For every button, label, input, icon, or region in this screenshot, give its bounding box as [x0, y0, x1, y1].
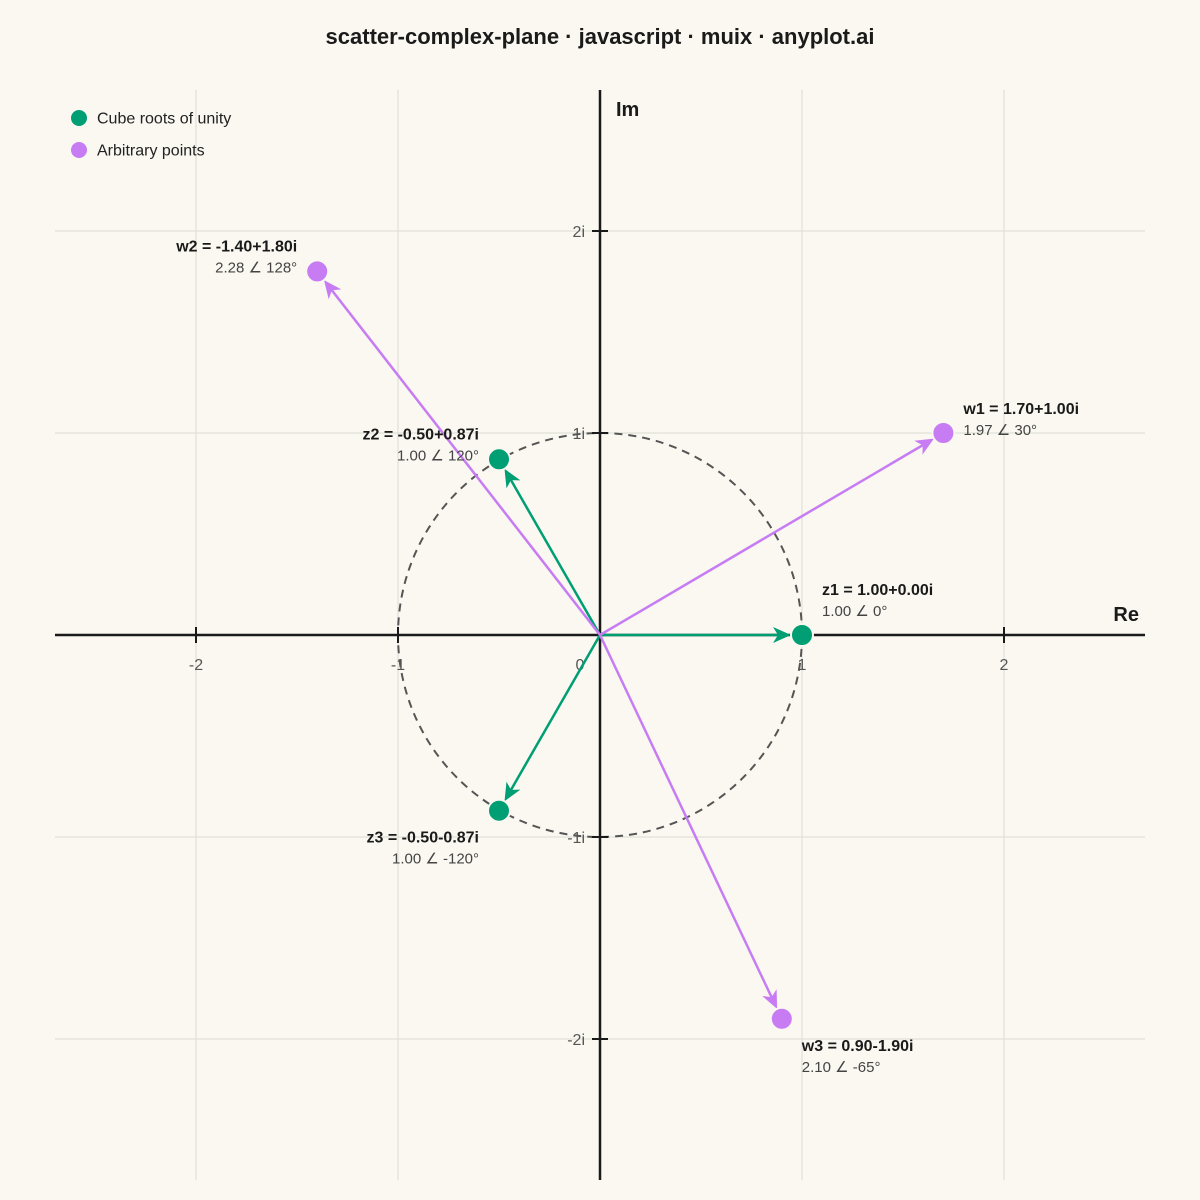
data-point — [487, 798, 511, 823]
legend-marker — [71, 110, 87, 126]
data-point — [305, 259, 330, 284]
vector-arrowhead — [762, 989, 778, 1009]
chart-title: scatter-complex-plane · javascript · mui… — [326, 24, 875, 49]
legend-marker — [71, 142, 87, 158]
vector-arrowhead — [773, 627, 791, 643]
x-tick-label: 1 — [798, 657, 807, 674]
point-labels: z1 = 1.00+0.00i 1.00 ∠ 0° z2 = -0.50+0.87i… — [175, 238, 1079, 1075]
y-tick-label: 1i — [573, 426, 585, 443]
point-label: w2 = -1.40+1.80i — [175, 238, 297, 255]
x-tick-label: 0 — [576, 657, 585, 674]
point-polar: 2.10 ∠ -65° — [802, 1059, 881, 1076]
point-label: w3 = 0.90-1.90i — [801, 1038, 914, 1055]
x-tick-label: -1 — [391, 657, 405, 674]
legend: Cube roots of unity Arbitrary points — [71, 110, 231, 160]
data-point — [487, 447, 511, 472]
vector-line — [326, 284, 601, 636]
vector-line — [599, 440, 930, 637]
y-tick-label: -1i — [567, 830, 585, 847]
point-label: w1 = 1.70+1.00i — [962, 401, 1079, 418]
legend-label: Arbitrary points — [97, 143, 205, 160]
data-point — [769, 1006, 794, 1031]
vector-line — [506, 634, 602, 797]
point-polar: 1.00 ∠ 0° — [822, 603, 887, 620]
point-polar: 1.97 ∠ 30° — [963, 422, 1037, 439]
data-point — [790, 623, 814, 647]
point-polar: 1.00 ∠ -120° — [392, 851, 479, 868]
point-polar: 1.00 ∠ 120° — [397, 447, 479, 464]
y-tick-label: 2i — [573, 224, 585, 241]
vector-line — [598, 634, 776, 1004]
data-point — [931, 421, 956, 445]
x-axis-label: Re — [1113, 604, 1139, 626]
vectors — [324, 280, 934, 1009]
vector-arrowhead — [504, 468, 521, 489]
vector-arrowhead — [914, 438, 934, 455]
y-tick-label: -2i — [567, 1032, 585, 1049]
x-tick-label: 2 — [1000, 657, 1009, 674]
points — [305, 259, 956, 1031]
vector-arrowhead — [504, 781, 521, 802]
vector-line — [506, 473, 602, 636]
legend-label: Cube roots of unity — [97, 111, 231, 128]
point-label: z2 = -0.50+0.87i — [362, 426, 479, 443]
vector-arrowhead — [324, 280, 342, 300]
point-label: z3 = -0.50-0.87i — [366, 830, 479, 847]
y-axis-label: Im — [616, 99, 639, 121]
point-label: z1 = 1.00+0.00i — [822, 582, 933, 599]
x-tick-label: -2 — [189, 657, 203, 674]
point-polar: 2.28 ∠ 128° — [215, 259, 297, 276]
